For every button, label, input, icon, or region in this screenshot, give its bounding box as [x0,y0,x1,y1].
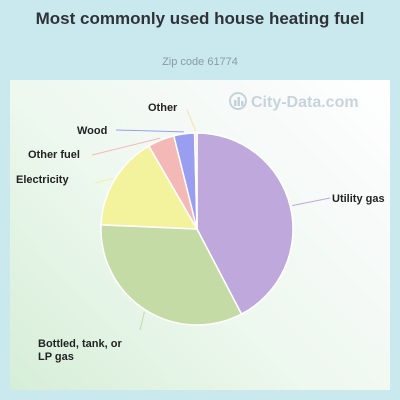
watermark-text: City-Data.com [251,94,359,111]
leader-line [292,197,331,207]
watermark: City-Data.com [229,92,359,111]
pie-slice-electricity [100,144,199,230]
slice-label: Other fuel [28,149,80,161]
pie-slice-utility-gas [196,132,294,316]
pie-slice-other [193,132,198,230]
pie-slice-bottled-tank-or-lp-gas [100,224,243,326]
leader-line [115,129,184,133]
city-data-logo-icon [229,92,247,110]
leader-line [94,177,114,184]
slice-label: Bottled, tank, or LP gas [38,338,122,363]
slice-label: Utility gas [332,193,385,205]
slice-label: Electricity [16,174,69,186]
leader-line [186,109,197,132]
slice-label: Wood [77,125,107,137]
leader-line [139,311,145,331]
chart-title: Most commonly used house heating fuel [35,9,365,28]
chart-subtitle: Zip code 61774 [162,56,238,68]
leader-line [91,137,161,156]
slice-label: Other [148,102,178,114]
